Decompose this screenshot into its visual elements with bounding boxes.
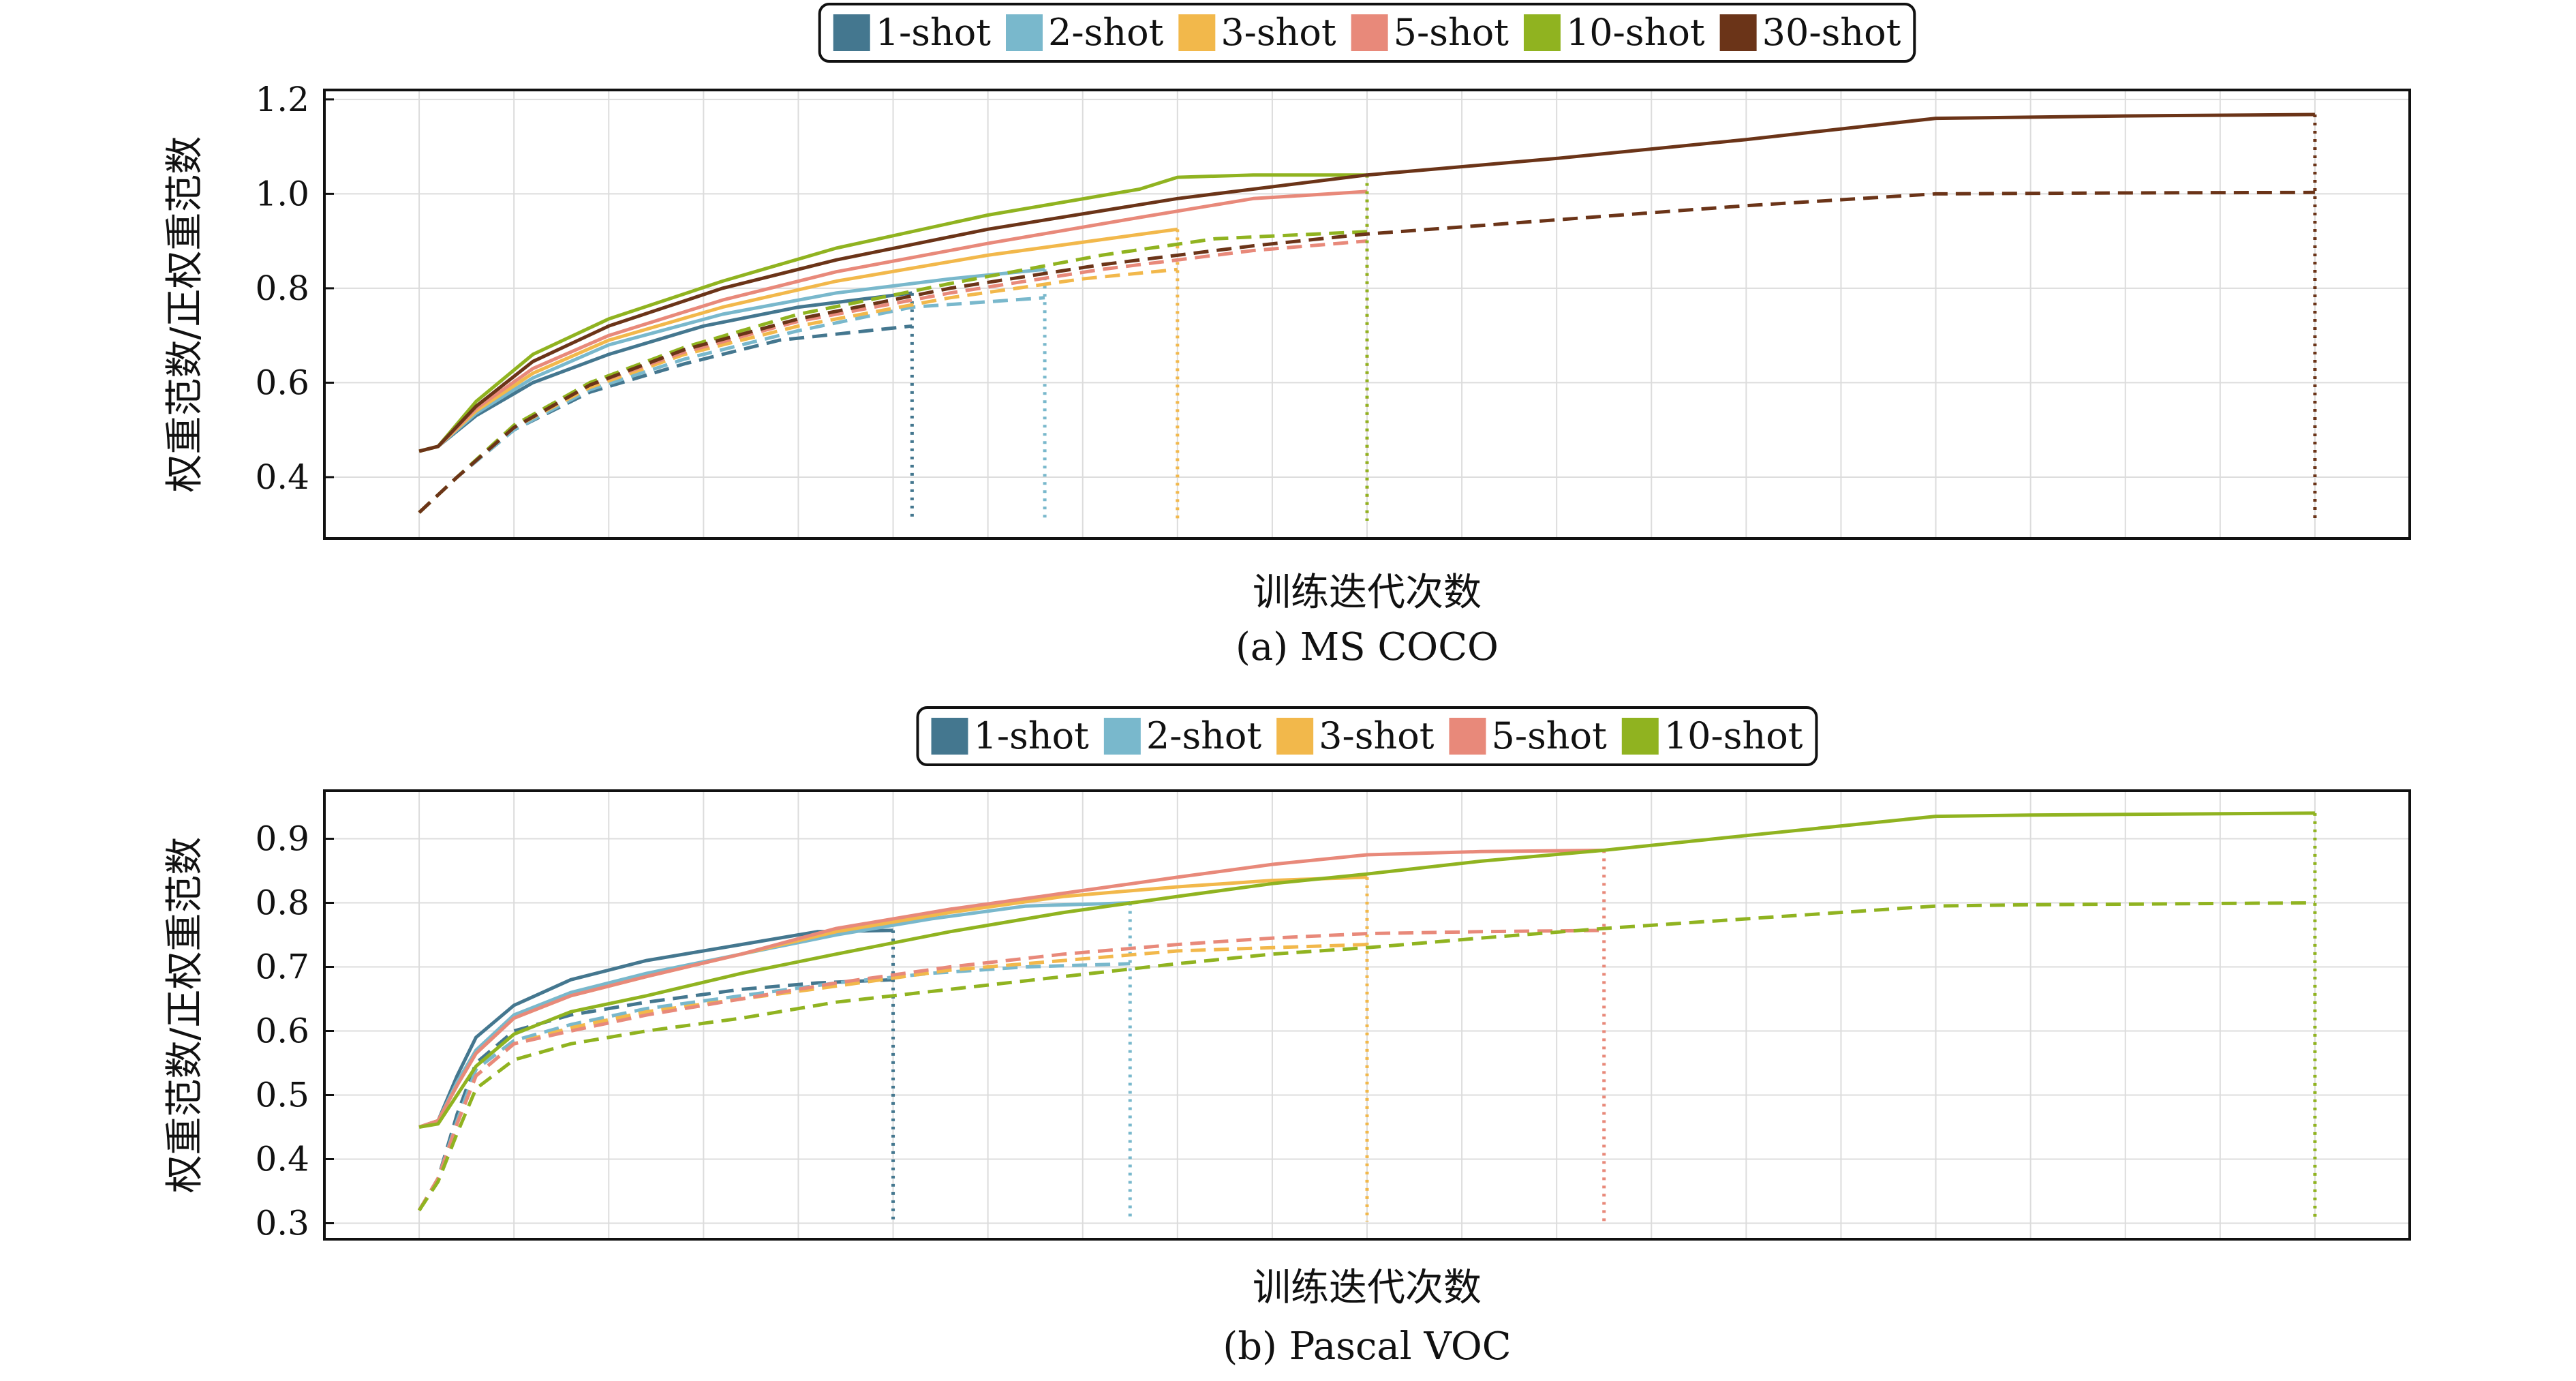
chart-2: 0.3 0.4 0.5 0.6 0.7 0.8 0.9 训练迭代次数 权重范数/正权重范数 (b)… xyxy=(163,706,2411,1369)
chart-1: 0.4 0.6 0.8 1.0 1.2 训练迭代次数 权重范数/正权重范数 (a) MS CO… xyxy=(163,3,2411,669)
legend-item-5-shot: 5-shot xyxy=(1351,11,1509,54)
legend-swatch xyxy=(1621,718,1659,755)
legend-swatch xyxy=(1276,718,1314,755)
series-group xyxy=(418,112,2317,521)
legend: 1-shot 2-shot 3-shot 5-shot 10-shot 30-shot xyxy=(818,3,1916,63)
legend-swatch xyxy=(1178,14,1216,51)
legend-item-30-shot: 30-shot xyxy=(1719,11,1901,54)
chart-caption: (b) Pascal VOC xyxy=(1223,1324,1511,1369)
legend-swatch xyxy=(833,14,870,51)
series-30-shot-dashed xyxy=(418,190,2315,514)
x-axis-label: 训练迭代次数 xyxy=(1253,1266,1482,1310)
y-axis-label: 权重范数/正权重范数 xyxy=(163,136,207,493)
y-tick-label: 0.8 xyxy=(255,883,309,923)
plot-frame xyxy=(323,789,2411,1241)
chart-caption: (a) MS COCO xyxy=(1236,625,1499,669)
legend-item-1-shot: 1-shot xyxy=(833,11,992,54)
series-5-shot-dashed xyxy=(417,928,1604,1211)
series-5-shot-solid xyxy=(418,848,1604,1129)
x-axis-label: 训练迭代次数 xyxy=(1253,571,1482,615)
y-tick-label: 1.0 xyxy=(255,174,309,213)
series-group xyxy=(417,811,2317,1221)
plot-frame xyxy=(323,89,2411,540)
legend-label: 5-shot xyxy=(1491,714,1607,757)
y-tick-label: 0.4 xyxy=(255,1140,309,1179)
legend-label: 3-shot xyxy=(1221,11,1336,54)
legend-swatch xyxy=(1103,718,1141,755)
legend-label: 5-shot xyxy=(1394,11,1509,54)
y-tick-label: 0.8 xyxy=(255,269,309,308)
legend-item-1-shot: 1-shot xyxy=(931,714,1090,757)
legend-label: 10-shot xyxy=(1566,11,1705,54)
legend-label: 10-shot xyxy=(1664,714,1803,757)
legend-item-2-shot: 2-shot xyxy=(1006,11,1164,54)
series-5-shot-dashed xyxy=(418,239,1368,514)
series-10-shot-dashed xyxy=(418,230,1368,514)
legend-label: 1-shot xyxy=(974,714,1090,757)
legend-swatch xyxy=(1523,14,1561,51)
legend-swatch xyxy=(1449,718,1486,755)
series-10-shot-solid xyxy=(418,811,2315,1129)
series-30-shot-solid xyxy=(418,112,2315,453)
legend-item-3-shot: 3-shot xyxy=(1276,714,1435,757)
legend-box xyxy=(916,706,1818,766)
legend-item-2-shot: 2-shot xyxy=(1103,714,1262,757)
legend-label: 2-shot xyxy=(1146,714,1262,757)
y-tick-label: 0.7 xyxy=(255,947,309,987)
y-tick-label: 0.6 xyxy=(255,1012,309,1051)
y-tick-label: 0.3 xyxy=(255,1204,309,1243)
legend: 1-shot 2-shot 3-shot 5-shot 10-shot xyxy=(916,706,1818,766)
y-tick-label: 0.5 xyxy=(255,1076,309,1115)
series-1-shot-dashed xyxy=(418,324,913,514)
y-axis-label: 权重范数/正权重范数 xyxy=(163,837,207,1194)
series-2-shot-dashed xyxy=(418,296,1045,514)
legend-swatch xyxy=(1351,14,1388,51)
legend-swatch xyxy=(931,718,968,755)
series-10-shot-dashed xyxy=(418,901,2315,1212)
y-tick-label: 0.9 xyxy=(255,819,309,859)
legend-item-3-shot: 3-shot xyxy=(1178,11,1336,54)
y-tick-label: 1.2 xyxy=(255,80,309,119)
legend-label: 3-shot xyxy=(1319,714,1435,757)
legend-item-5-shot: 5-shot xyxy=(1449,714,1607,757)
legend-swatch xyxy=(1006,14,1043,51)
legend-label: 1-shot xyxy=(876,11,992,54)
legend-swatch xyxy=(1719,14,1757,51)
legend-label: 2-shot xyxy=(1048,11,1164,54)
series-10-shot-solid xyxy=(418,173,1367,453)
y-tick-label: 0.4 xyxy=(255,457,309,497)
legend-label: 30-shot xyxy=(1762,11,1901,54)
y-tick-label: 0.6 xyxy=(255,363,309,402)
legend-item-10-shot: 10-shot xyxy=(1621,714,1803,757)
legend-item-10-shot: 10-shot xyxy=(1523,11,1705,54)
